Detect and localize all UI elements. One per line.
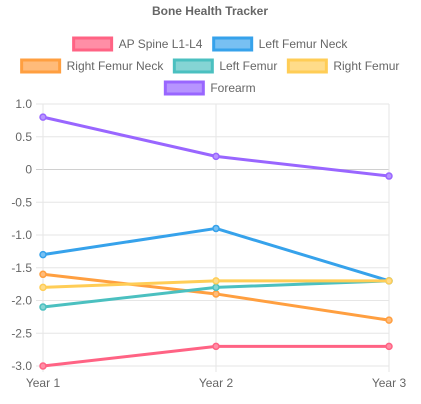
data-point[interactable] bbox=[212, 224, 220, 233]
legend-item[interactable]: Left Femur bbox=[172, 58, 277, 74]
legend-label: AP Spine L1-L4 bbox=[119, 37, 203, 51]
data-point[interactable] bbox=[39, 270, 47, 279]
legend[interactable]: AP Spine L1-L4 Left Femur Neck Right Femur… bbox=[20, 36, 400, 96]
legend-item[interactable]: AP Spine L1-L4 bbox=[72, 36, 203, 52]
legend-label: Left Femur Neck bbox=[259, 37, 349, 51]
legend-item[interactable]: Right Femur bbox=[286, 58, 399, 74]
legend-label: Right Femur Neck bbox=[67, 59, 165, 73]
legend-swatch bbox=[172, 58, 214, 74]
axes: 1.0 0.5 0 -0.5 -1.0 -1.5 -2.0 -2.5 -3.0 Year 1 Yea… bbox=[11, 97, 406, 390]
legend-swatch bbox=[20, 58, 62, 74]
data-point[interactable] bbox=[39, 113, 47, 121]
legend-label: Left Femur bbox=[219, 59, 277, 73]
legend-item[interactable]: Right Femur Neck bbox=[20, 58, 165, 74]
data-point[interactable] bbox=[212, 152, 220, 161]
y-tick-label: -1.5 bbox=[11, 261, 32, 275]
data-point[interactable] bbox=[39, 362, 47, 370]
legend-item[interactable]: Forearm bbox=[163, 80, 256, 96]
series-group bbox=[39, 113, 393, 370]
data-point[interactable] bbox=[385, 277, 393, 285]
x-tick-label: Year 1 bbox=[26, 376, 61, 390]
data-point[interactable] bbox=[212, 290, 220, 298]
data-point[interactable] bbox=[385, 342, 393, 351]
y-tick-label: 0.5 bbox=[15, 130, 32, 144]
data-point[interactable] bbox=[212, 283, 220, 292]
y-tick-label: -0.5 bbox=[11, 195, 32, 209]
data-point[interactable] bbox=[212, 277, 220, 285]
legend-swatch bbox=[163, 80, 205, 96]
y-tick-label: -3.0 bbox=[11, 359, 32, 373]
data-point[interactable] bbox=[39, 303, 47, 311]
data-point[interactable] bbox=[212, 342, 220, 351]
y-tick-label: 0 bbox=[25, 163, 32, 177]
data-point[interactable] bbox=[385, 172, 393, 180]
data-point[interactable] bbox=[39, 283, 47, 292]
data-point[interactable] bbox=[385, 316, 393, 324]
legend-swatch bbox=[72, 36, 114, 52]
x-tick-label: Year 2 bbox=[199, 376, 234, 390]
legend-item[interactable]: Left Femur Neck bbox=[212, 36, 349, 52]
legend-label: Forearm bbox=[210, 81, 255, 95]
legend-swatch bbox=[212, 36, 254, 52]
x-tick-label: Year 3 bbox=[372, 376, 407, 390]
legend-swatch bbox=[286, 58, 328, 74]
chart-title: Bone Health Tracker bbox=[152, 4, 268, 18]
y-tick-label: 1.0 bbox=[15, 97, 32, 111]
grid bbox=[36, 103, 390, 372]
legend-label: Right Femur bbox=[333, 59, 399, 73]
data-point[interactable] bbox=[39, 250, 47, 259]
y-tick-label: -2.5 bbox=[11, 326, 32, 340]
y-tick-label: -1.0 bbox=[11, 228, 32, 242]
y-tick-label: -2.0 bbox=[11, 294, 32, 308]
